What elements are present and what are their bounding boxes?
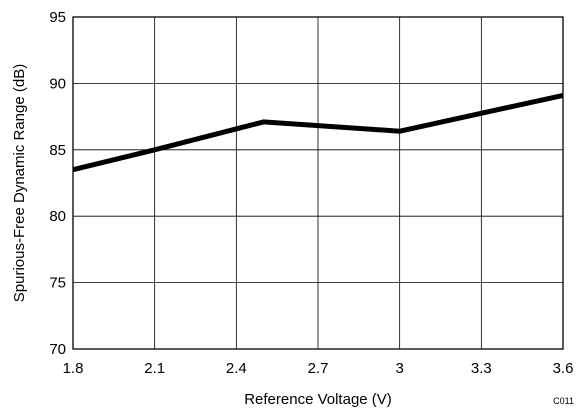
y-tick-label: 90 [49, 75, 66, 92]
x-axis-label: Reference Voltage (V) [244, 391, 392, 408]
x-tick-label: 3.6 [553, 360, 574, 377]
y-tick-label: 75 [49, 275, 66, 292]
x-tick-label: 2.1 [144, 360, 165, 377]
figure-code-label: C011 [553, 396, 574, 406]
x-tick-label: 2.4 [226, 360, 247, 377]
y-tick-label: 95 [49, 9, 66, 26]
y-axis-label: Spurious-Free Dynamic Range (dB) [11, 64, 28, 302]
x-tick-label: 1.8 [63, 360, 84, 377]
y-tick-label: 85 [49, 142, 66, 159]
x-tick-label: 2.7 [308, 360, 329, 377]
series-layer [72, 92, 564, 173]
x-tick-labels: 1.8 2.1 2.4 2.7 3 3.3 3.6 [63, 360, 574, 377]
y-tick-labels: 70 75 80 85 90 95 [49, 9, 66, 358]
y-tick-label: 80 [49, 208, 66, 225]
series-line [72, 92, 564, 173]
plot-frame [72, 16, 564, 350]
y-tick-label: 70 [49, 341, 66, 358]
x-tick-label: 3 [395, 360, 403, 377]
x-tick-label: 3.3 [471, 360, 492, 377]
